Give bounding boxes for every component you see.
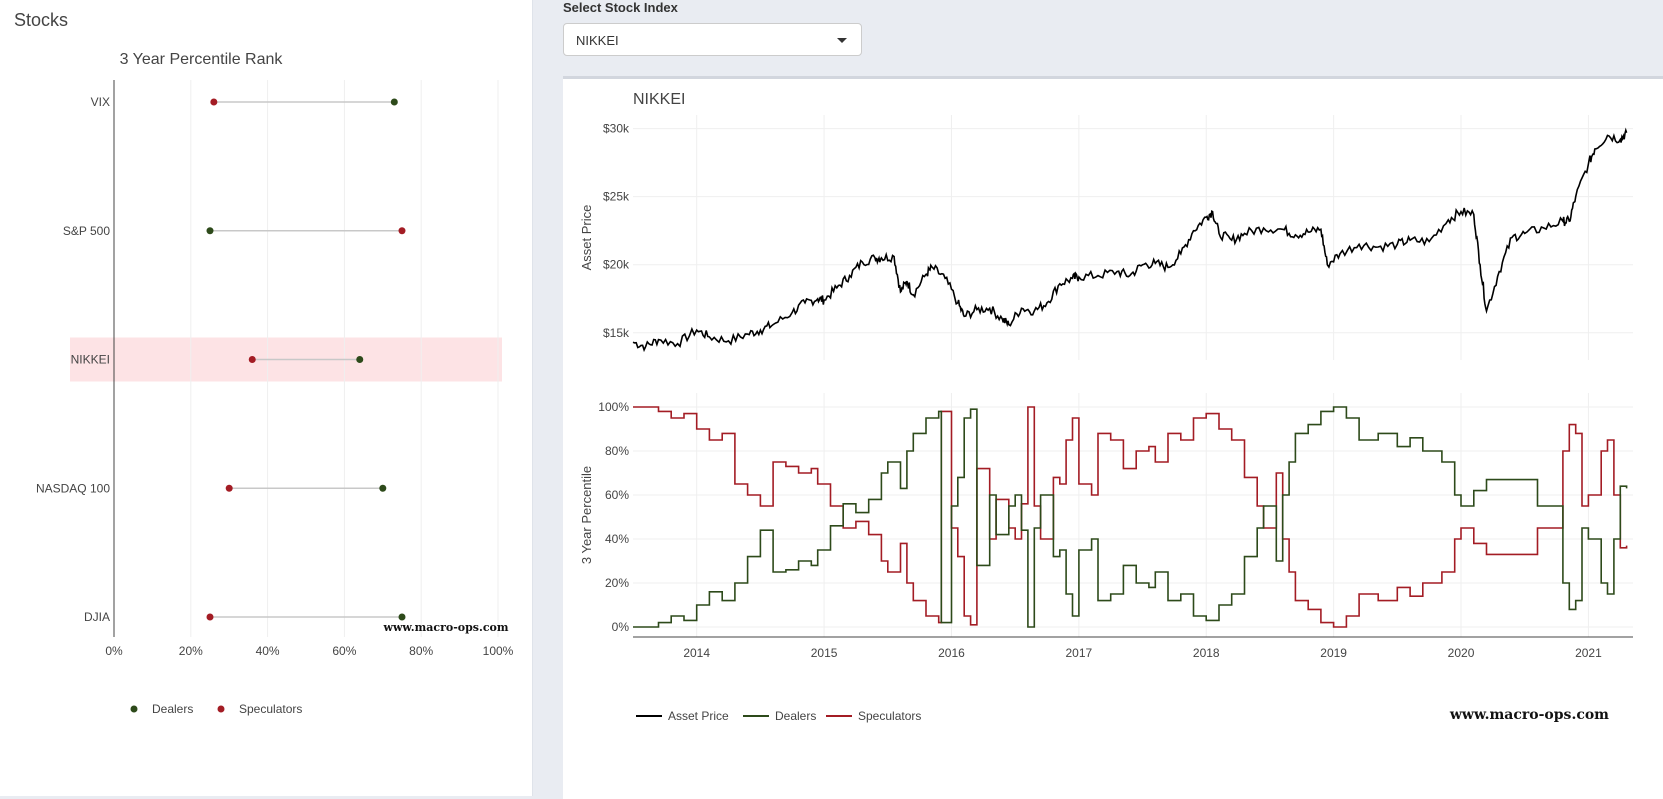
y-tick-label: $15k (603, 326, 630, 340)
x-tick-label: 40% (256, 644, 280, 658)
watermark: www.macro-ops.com (1449, 707, 1609, 723)
legend-dealers-label: Dealers (152, 702, 193, 716)
category-label: DJIA (84, 610, 110, 624)
y-tick-label: 60% (605, 488, 629, 502)
x-tick-label: 2017 (1066, 646, 1093, 660)
x-tick-label: 2021 (1575, 646, 1602, 660)
x-tick-label: 2016 (938, 646, 965, 660)
percentile-axis-title: 3 Year Percentile (579, 466, 594, 564)
x-tick-label: 100% (483, 644, 514, 658)
dealers-point (398, 613, 406, 621)
legend-speculators-label: Speculators (239, 702, 302, 716)
x-tick-label: 2018 (1193, 646, 1220, 660)
speculators-point (210, 98, 218, 106)
stock-index-select[interactable]: NIKKEI (563, 23, 862, 56)
price-axis-title: Asset Price (579, 205, 594, 271)
x-tick-label: 80% (409, 644, 433, 658)
speculators-point (206, 613, 214, 621)
chevron-down-icon (837, 38, 847, 43)
legend-dealers-marker (130, 705, 138, 713)
y-tick-label: 80% (605, 444, 629, 458)
percentile-rank-chart: 3 Year Percentile Rank 0% 20% 40% 60% 80% 100%… (36, 51, 514, 716)
legend-label-asset-price: Asset Price (668, 709, 729, 723)
right-panel: NIKKEI 2014 2015 2016 2017 2018 2019 2020 2021 $1… (563, 76, 1663, 799)
x-tick-label: 2015 (811, 646, 838, 660)
speculators-point (248, 356, 256, 363)
x-tick-label: 60% (332, 644, 356, 658)
chart-title: NIKKEI (633, 91, 685, 108)
x-tick-label: 0% (105, 644, 123, 658)
stock-index-label: Select Stock Index (563, 0, 678, 15)
legend-label-speculators: Speculators (858, 709, 921, 723)
speculators-line (633, 406, 1628, 628)
legend-label-dealers: Dealers (775, 709, 816, 723)
stock-index-value: NIKKEI (576, 33, 619, 48)
speculators-point (225, 484, 233, 492)
y-tick-label: $30k (603, 122, 630, 136)
dealers-point (206, 227, 214, 235)
panel-title: Stocks (14, 10, 69, 30)
dealers-line (633, 406, 1628, 628)
category-label: NIKKEI (71, 353, 110, 367)
y-tick-label: $25k (603, 190, 630, 204)
dealers-point (379, 484, 387, 492)
y-tick-label: 20% (605, 576, 629, 590)
y-tick-label: $20k (603, 258, 630, 272)
category-label: VIX (91, 95, 110, 109)
dumbbell-title: 3 Year Percentile Rank (120, 51, 284, 68)
x-tick-label: 20% (179, 644, 203, 658)
left-panel: Stocks 3 Year Percentile Rank 0% 20% 40% 60%… (0, 0, 533, 796)
speculators-point (398, 227, 406, 235)
x-tick-label: 2014 (683, 646, 710, 660)
legend-speculators-marker (217, 705, 225, 713)
y-tick-label: 0% (612, 620, 630, 634)
asset-price-line (632, 127, 1628, 353)
x-tick-label: 2019 (1320, 646, 1347, 660)
x-tick-label: 2020 (1448, 646, 1475, 660)
category-label: S&P 500 (63, 224, 110, 238)
watermark: www.macro-ops.com (382, 621, 508, 634)
nikkei-chart: NIKKEI 2014 2015 2016 2017 2018 2019 2020 2021 $1… (579, 91, 1633, 723)
dealers-point (390, 98, 398, 106)
y-tick-label: 100% (598, 400, 629, 414)
category-label: NASDAQ 100 (36, 481, 110, 495)
y-tick-label: 40% (605, 532, 629, 546)
dealers-point (356, 356, 364, 363)
